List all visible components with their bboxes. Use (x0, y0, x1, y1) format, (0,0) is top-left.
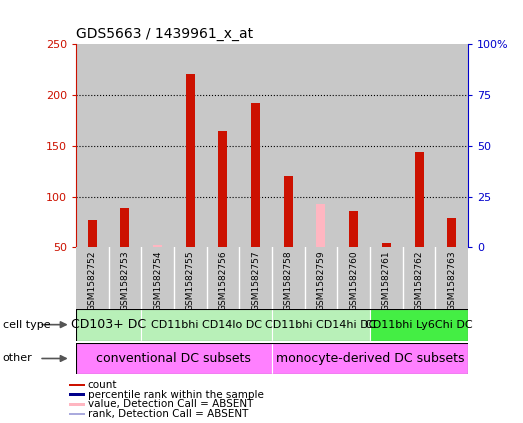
Text: rank, Detection Call = ABSENT: rank, Detection Call = ABSENT (88, 409, 248, 419)
Bar (239, 247, 272, 309)
Bar (240, 44, 272, 247)
Bar (174, 44, 207, 247)
Bar (153, 245, 162, 247)
Bar (435, 247, 468, 309)
Bar (447, 218, 456, 247)
Bar (141, 309, 272, 341)
Text: count: count (88, 380, 117, 390)
Bar (304, 247, 337, 309)
Bar (316, 204, 325, 247)
Text: CD11bhi CD14lo DC: CD11bhi CD14lo DC (151, 320, 262, 330)
Bar (219, 131, 228, 247)
Bar (207, 247, 239, 309)
Bar (435, 44, 468, 247)
Bar (70, 384, 85, 386)
Text: GSM1582757: GSM1582757 (251, 250, 260, 311)
Bar (76, 44, 109, 247)
Text: CD11bhi CD14hi DC: CD11bhi CD14hi DC (265, 320, 377, 330)
Bar (186, 74, 195, 247)
Text: monocyte-derived DC subsets: monocyte-derived DC subsets (276, 352, 464, 365)
Text: GSM1582760: GSM1582760 (349, 250, 358, 311)
Bar (272, 247, 304, 309)
Text: GSM1582755: GSM1582755 (186, 250, 195, 311)
Bar (76, 247, 109, 309)
Bar (370, 247, 403, 309)
Bar (415, 152, 424, 247)
Bar (76, 309, 141, 341)
Bar (272, 343, 468, 374)
Bar (349, 211, 358, 247)
Bar (272, 44, 304, 247)
Bar (70, 393, 85, 396)
Bar (337, 44, 370, 247)
Text: other: other (3, 354, 32, 363)
Text: value, Detection Call = ABSENT: value, Detection Call = ABSENT (88, 399, 253, 409)
Bar (207, 44, 240, 247)
Bar (70, 413, 85, 415)
Bar (174, 247, 207, 309)
Text: GSM1582753: GSM1582753 (120, 250, 129, 311)
Bar (403, 247, 435, 309)
Bar (141, 44, 174, 247)
Text: GSM1582761: GSM1582761 (382, 250, 391, 311)
Text: GSM1582756: GSM1582756 (219, 250, 228, 311)
Text: conventional DC subsets: conventional DC subsets (96, 352, 252, 365)
Text: GSM1582758: GSM1582758 (284, 250, 293, 311)
Bar (70, 403, 85, 406)
Bar (109, 247, 141, 309)
Bar (88, 220, 97, 247)
Text: CD103+ DC: CD103+ DC (71, 318, 146, 331)
Bar (370, 44, 403, 247)
Bar (120, 208, 129, 247)
Text: GSM1582763: GSM1582763 (447, 250, 456, 311)
Bar (284, 176, 293, 247)
Text: percentile rank within the sample: percentile rank within the sample (88, 390, 264, 400)
Bar (403, 44, 435, 247)
Bar (337, 247, 370, 309)
Text: GSM1582762: GSM1582762 (415, 250, 424, 311)
Bar (382, 243, 391, 247)
Text: GSM1582759: GSM1582759 (316, 250, 325, 311)
Bar (109, 44, 141, 247)
Bar (76, 343, 272, 374)
Text: GSM1582752: GSM1582752 (88, 250, 97, 311)
Bar (251, 103, 260, 247)
Text: cell type: cell type (3, 320, 50, 330)
Text: CD11bhi Ly6Chi DC: CD11bhi Ly6Chi DC (365, 320, 473, 330)
Bar (370, 309, 468, 341)
Bar (272, 309, 370, 341)
Text: GSM1582754: GSM1582754 (153, 250, 162, 311)
Text: GDS5663 / 1439961_x_at: GDS5663 / 1439961_x_at (76, 27, 253, 41)
Bar (304, 44, 337, 247)
Bar (141, 247, 174, 309)
